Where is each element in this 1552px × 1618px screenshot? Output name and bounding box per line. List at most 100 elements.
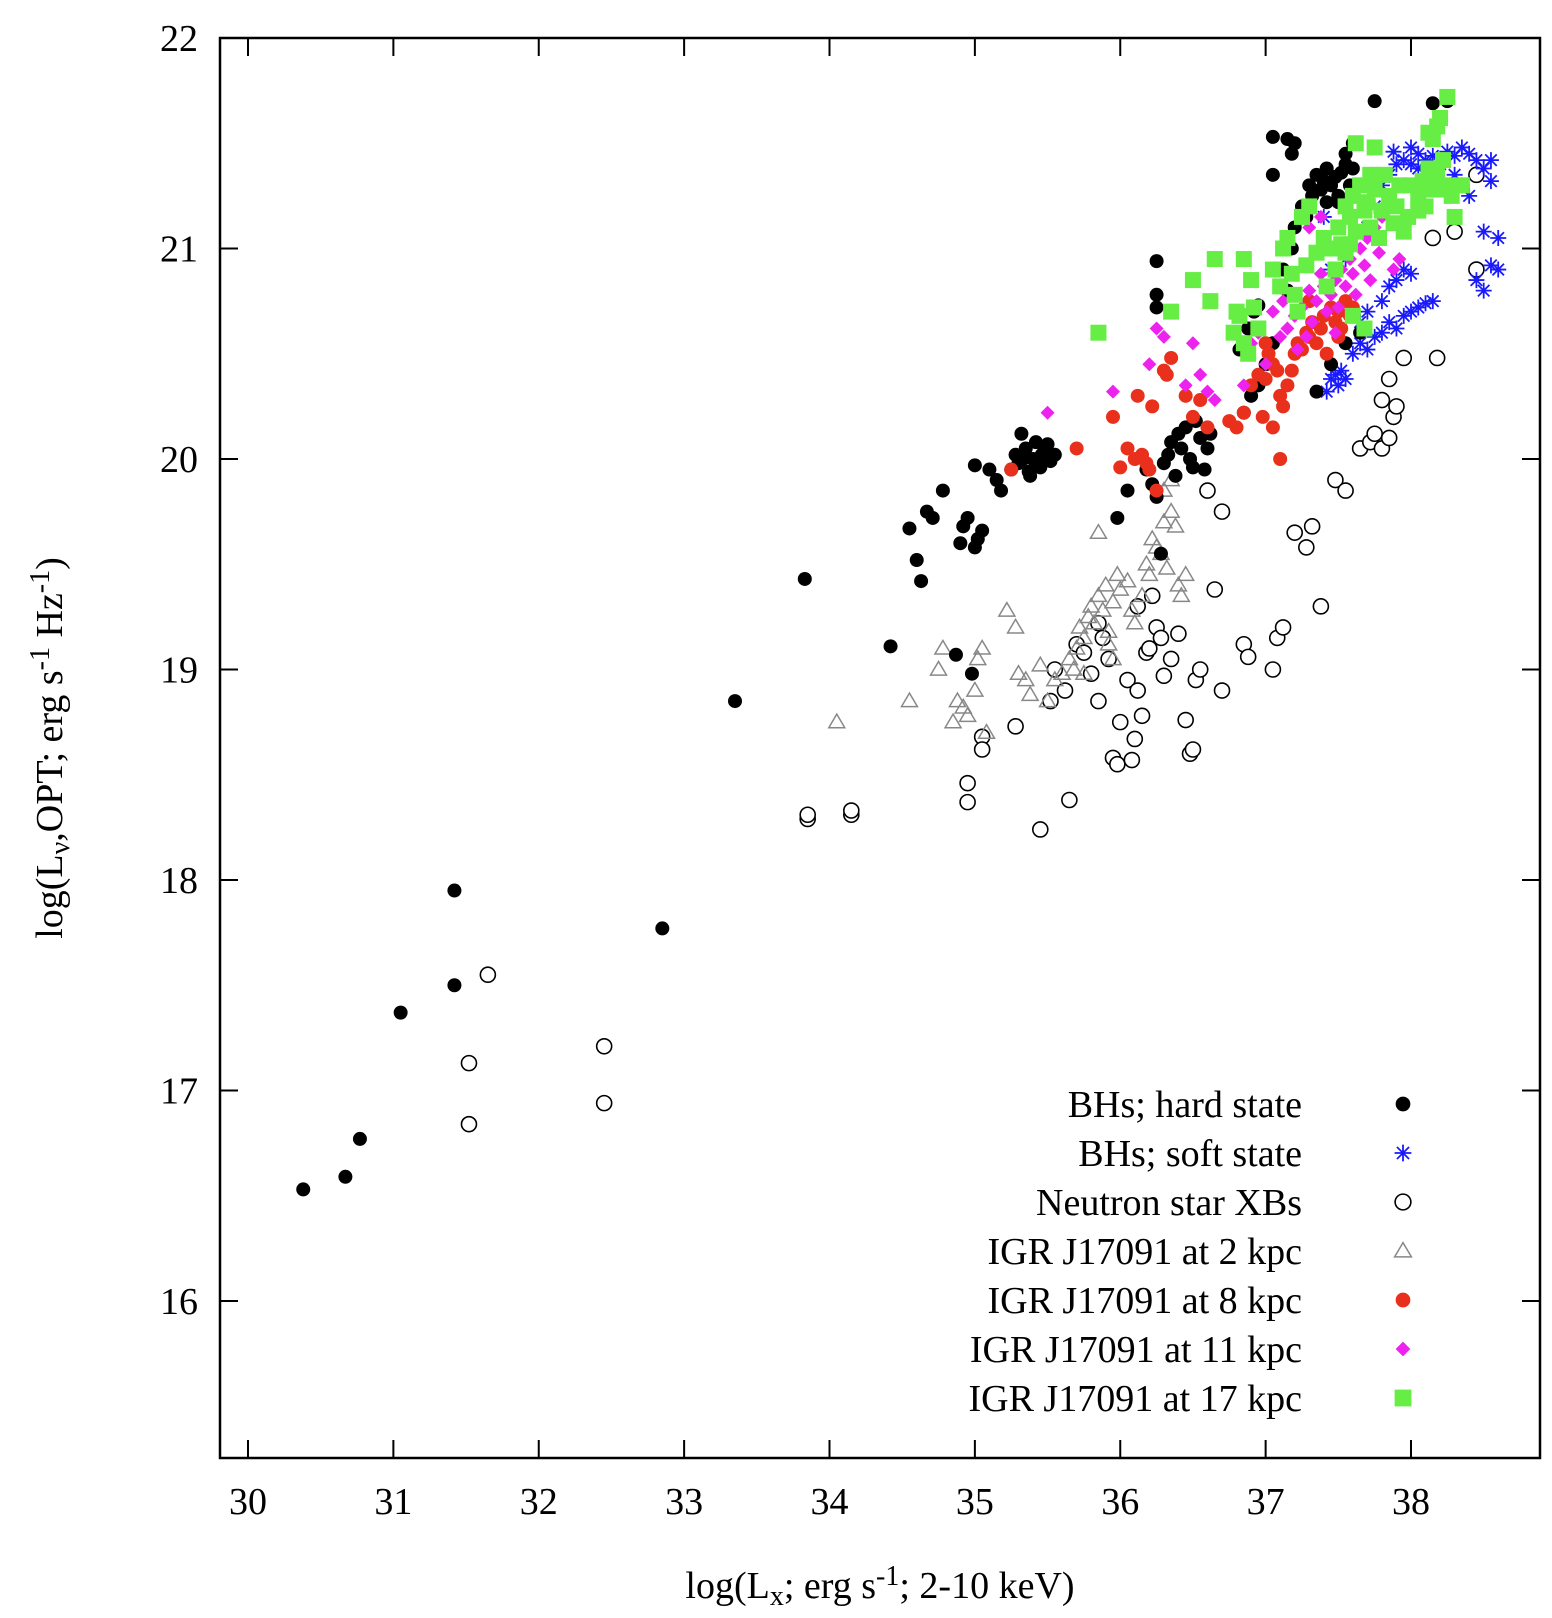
data-point [1236, 405, 1251, 420]
data-point [1009, 664, 1028, 681]
data-point [352, 1131, 367, 1146]
data-point [1318, 278, 1335, 295]
data-point [1090, 692, 1107, 710]
data-point [1064, 660, 1084, 676]
data-point [1213, 503, 1231, 520]
data-point [1381, 278, 1398, 295]
data-point [1341, 208, 1358, 225]
data-point [1366, 425, 1383, 443]
data-point [1284, 146, 1299, 161]
data-point [1038, 691, 1057, 708]
x-axis-label: log(Lx; erg s-1; 2-10 keV) [685, 1561, 1074, 1612]
y-tick-label: 19 [160, 650, 198, 692]
data-point [1089, 586, 1108, 603]
legend-label: IGR J17091 at 2 kpc [987, 1231, 1302, 1273]
data-point [338, 1169, 353, 1184]
data-point [1328, 325, 1343, 340]
data-point [595, 1094, 613, 1112]
data-point [1424, 147, 1441, 164]
data-point [1367, 94, 1382, 109]
data-point [1157, 558, 1177, 575]
data-point [1141, 640, 1158, 657]
data-point [1166, 516, 1185, 533]
data-point [1302, 178, 1317, 193]
data-point [1303, 518, 1321, 535]
data-point [1298, 257, 1315, 274]
data-point [1345, 161, 1360, 176]
data-point [1028, 435, 1043, 450]
data-point [1081, 596, 1101, 613]
data-point [1069, 441, 1084, 456]
data-point [1475, 160, 1492, 177]
data-point [1373, 391, 1391, 409]
data-point [1207, 393, 1222, 408]
legend-marker [1395, 1292, 1411, 1308]
data-point [1376, 166, 1393, 183]
data-point [1193, 393, 1208, 408]
data-point [1395, 223, 1412, 240]
data-point [1270, 363, 1285, 378]
data-point [1014, 426, 1029, 441]
legend-label: IGR J17091 at 11 kpc [970, 1329, 1302, 1371]
data-point [797, 571, 812, 586]
data-point [1453, 177, 1470, 194]
data-point [1236, 378, 1251, 393]
data-point [1061, 791, 1078, 809]
data-point [1258, 357, 1273, 372]
data-point [972, 638, 992, 655]
data-point [982, 462, 997, 477]
data-point [1392, 252, 1407, 267]
data-point [843, 802, 860, 819]
data-point [1417, 198, 1434, 215]
data-point [1129, 682, 1146, 699]
data-point [902, 521, 917, 536]
data-point [1434, 152, 1451, 169]
data-point [1309, 384, 1324, 399]
data-point [1347, 223, 1364, 240]
data-point [1482, 257, 1499, 274]
data-point [1359, 303, 1376, 320]
data-point [1185, 460, 1200, 475]
data-point [1341, 236, 1358, 253]
data-point [1170, 625, 1187, 643]
data-point [1410, 145, 1427, 162]
data-point [1302, 283, 1317, 298]
data-point [1137, 554, 1156, 571]
series-igr-j17091-at-8-kpc [1004, 294, 1360, 498]
data-point [1004, 462, 1019, 477]
data-point [1279, 229, 1296, 246]
data-point [1482, 152, 1499, 169]
data-point [1446, 147, 1463, 164]
legend-label: IGR J17091 at 17 kpc [968, 1378, 1302, 1420]
data-point [1265, 420, 1280, 435]
data-point [965, 681, 985, 697]
data-point [1475, 223, 1492, 240]
data-point [1020, 685, 1040, 702]
x-tick-label: 32 [520, 1481, 558, 1523]
data-point [929, 660, 948, 676]
data-point [1424, 293, 1441, 310]
data-point [1265, 304, 1280, 319]
data-point [1386, 262, 1401, 277]
data-point [1366, 181, 1383, 198]
data-point [1159, 367, 1174, 382]
data-point [1140, 565, 1159, 582]
data-point [1337, 371, 1354, 388]
data-point [1324, 357, 1339, 372]
data-point [953, 536, 968, 551]
data-point [1388, 156, 1405, 173]
data-point [1272, 278, 1289, 295]
data-point [1176, 565, 1195, 582]
data-point [1142, 462, 1157, 477]
data-point [1400, 208, 1417, 225]
data-point [975, 523, 990, 538]
data-point [1395, 261, 1412, 278]
legend-label: BHs; soft state [1078, 1133, 1302, 1175]
data-point [1082, 665, 1100, 683]
data-point [935, 483, 950, 498]
legend-marker [1395, 1096, 1411, 1112]
legend-marker [1394, 1389, 1412, 1407]
x-tick-label: 31 [374, 1481, 412, 1523]
data-point [1388, 320, 1405, 337]
data-point [296, 1182, 311, 1197]
